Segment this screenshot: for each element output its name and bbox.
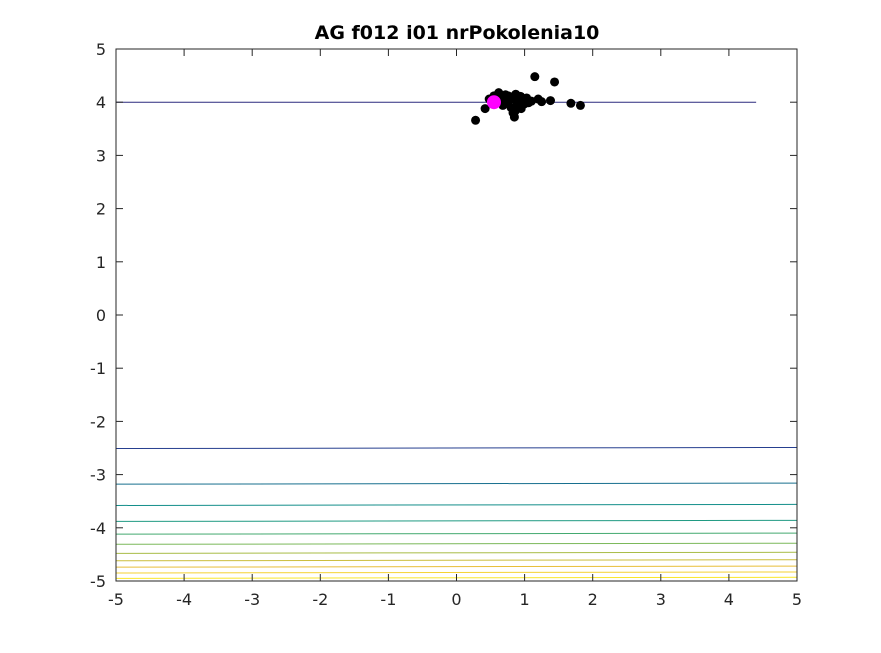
contour-line: [115, 559, 798, 562]
y-tick-label: 5: [96, 40, 106, 59]
contour-line: [115, 482, 798, 485]
population-point: [471, 115, 481, 125]
contour-line: [115, 532, 798, 535]
x-tick-label: 1: [520, 590, 530, 609]
chart-title: AG f012 i01 nrPokolenia10: [315, 22, 600, 44]
population-point: [508, 108, 518, 118]
x-tick-label: -2: [312, 590, 328, 609]
x-tick-label: -3: [244, 590, 260, 609]
population-point: [550, 77, 560, 87]
population-point: [575, 100, 585, 110]
y-tick-label: 3: [96, 146, 106, 165]
axis-ticks: [115, 48, 798, 582]
scatter-points: [471, 72, 585, 125]
y-tick-label: -4: [90, 519, 106, 538]
y-tick-label: -1: [90, 359, 106, 378]
contour-line: [115, 446, 798, 450]
x-tick-label: 0: [451, 590, 461, 609]
best-point: [486, 95, 501, 110]
y-tick-label: 1: [96, 253, 106, 272]
population-point: [480, 104, 490, 114]
population-point: [526, 96, 536, 106]
y-tick-label: 0: [96, 306, 106, 325]
y-tick-label: -2: [90, 412, 106, 431]
contour-line: [115, 503, 798, 506]
population-point: [503, 91, 513, 101]
population-point: [537, 97, 547, 107]
x-tick-label: -4: [176, 590, 192, 609]
y-tick-label: -5: [90, 572, 106, 591]
x-tick-label: -5: [108, 590, 124, 609]
population-point: [566, 98, 576, 108]
contour-line: [115, 551, 798, 554]
y-tick-labels: 5 4 3 2 1 0 -1 -2 -3 -4 -5: [90, 40, 106, 591]
x-tick-label: -1: [380, 590, 396, 609]
population-point: [530, 72, 540, 82]
y-tick-label: 4: [96, 93, 106, 112]
x-tick-label: 5: [792, 590, 802, 609]
x-tick-label: 3: [656, 590, 666, 609]
population-point: [545, 96, 555, 106]
x-tick-label: 4: [724, 590, 734, 609]
x-tick-label: 2: [588, 590, 598, 609]
contour-line: [115, 571, 798, 574]
contour-line: [115, 519, 798, 522]
y-tick-label: 2: [96, 200, 106, 219]
contour-line: [115, 565, 798, 568]
contour-lines: [115, 101, 798, 579]
contour-line: [115, 542, 798, 545]
population-point: [516, 91, 526, 101]
plot-area-frame: [115, 48, 798, 582]
y-tick-label: -3: [90, 466, 106, 485]
x-tick-labels: -5 -4 -3 -2 -1 0 1 2 3 4 5: [108, 590, 802, 609]
